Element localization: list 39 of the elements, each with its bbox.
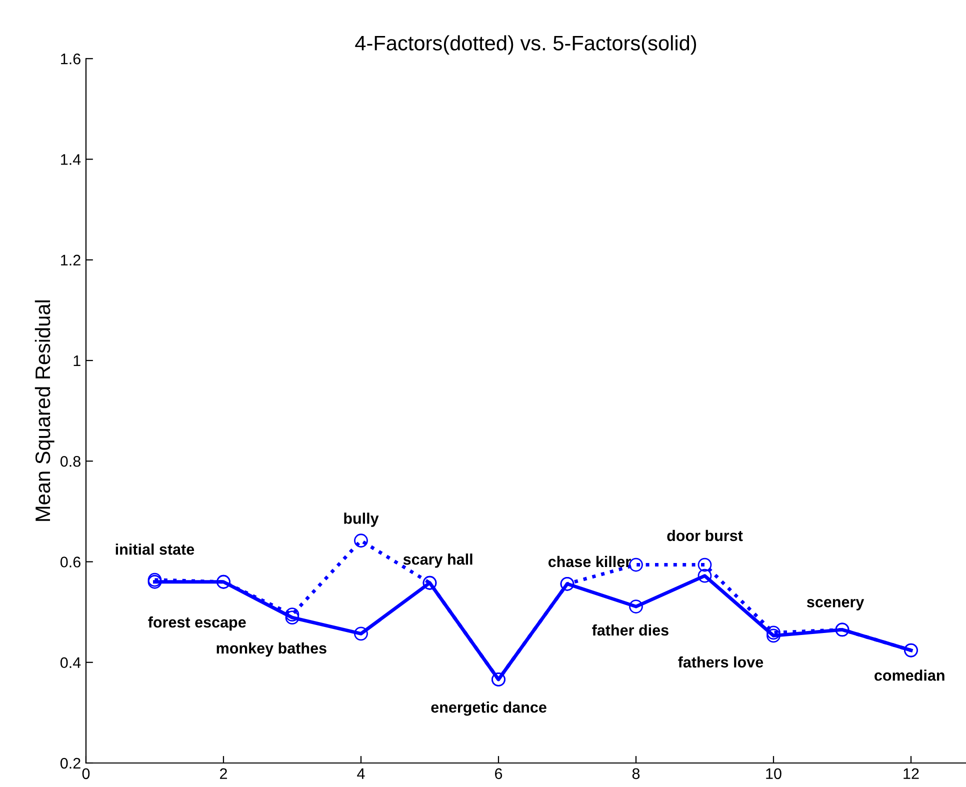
y-tick-label: 1 [74, 356, 80, 366]
point [698, 568, 712, 583]
annotation: comedian [874, 670, 944, 681]
x-tick-label: 12 [904, 768, 919, 779]
annotation: energetic dance [431, 701, 546, 716]
point [629, 600, 643, 614]
annotation: door burst [667, 530, 743, 542]
annotation: fathers love [678, 656, 764, 668]
point [354, 534, 368, 548]
point [766, 628, 780, 643]
x-tick-label: 4 [357, 768, 365, 779]
point [285, 610, 300, 625]
x-tick-label: 2 [220, 768, 227, 779]
annotation: scary hall [403, 554, 472, 568]
annotation: chase killer [548, 556, 631, 568]
point [629, 558, 643, 572]
x-tick-label: 10 [766, 768, 782, 780]
point [354, 626, 368, 641]
point [698, 558, 712, 572]
annotation: forest escape [148, 616, 246, 631]
x-tick-label: 6 [495, 768, 502, 780]
y-tick-label: 1.4 [61, 154, 81, 165]
point [285, 608, 300, 622]
annotation: initial state [116, 544, 194, 555]
y-tick-label: 0.4 [60, 657, 81, 668]
chart-title: 4-Factors(dotted) vs. 5-Factors(solid) [355, 35, 696, 55]
annotation: scenery [806, 599, 864, 610]
x-tick-label: 8 [632, 768, 640, 780]
y-tick-label: 0.6 [60, 556, 80, 568]
y-tick-label: 0.2 [60, 758, 80, 769]
y-tick-label: 1.6 [61, 54, 80, 64]
annotation: bully [344, 512, 379, 527]
y-axis-title: Mean Squared Residual [34, 300, 54, 521]
point [766, 626, 780, 640]
annotation: monkey bathes [216, 642, 326, 657]
x-tick-label: 0 [82, 768, 90, 780]
annotation: father dies [592, 624, 668, 636]
y-tick-label: 0.8 [60, 456, 80, 467]
y-tick-label: 1.2 [61, 254, 80, 266]
